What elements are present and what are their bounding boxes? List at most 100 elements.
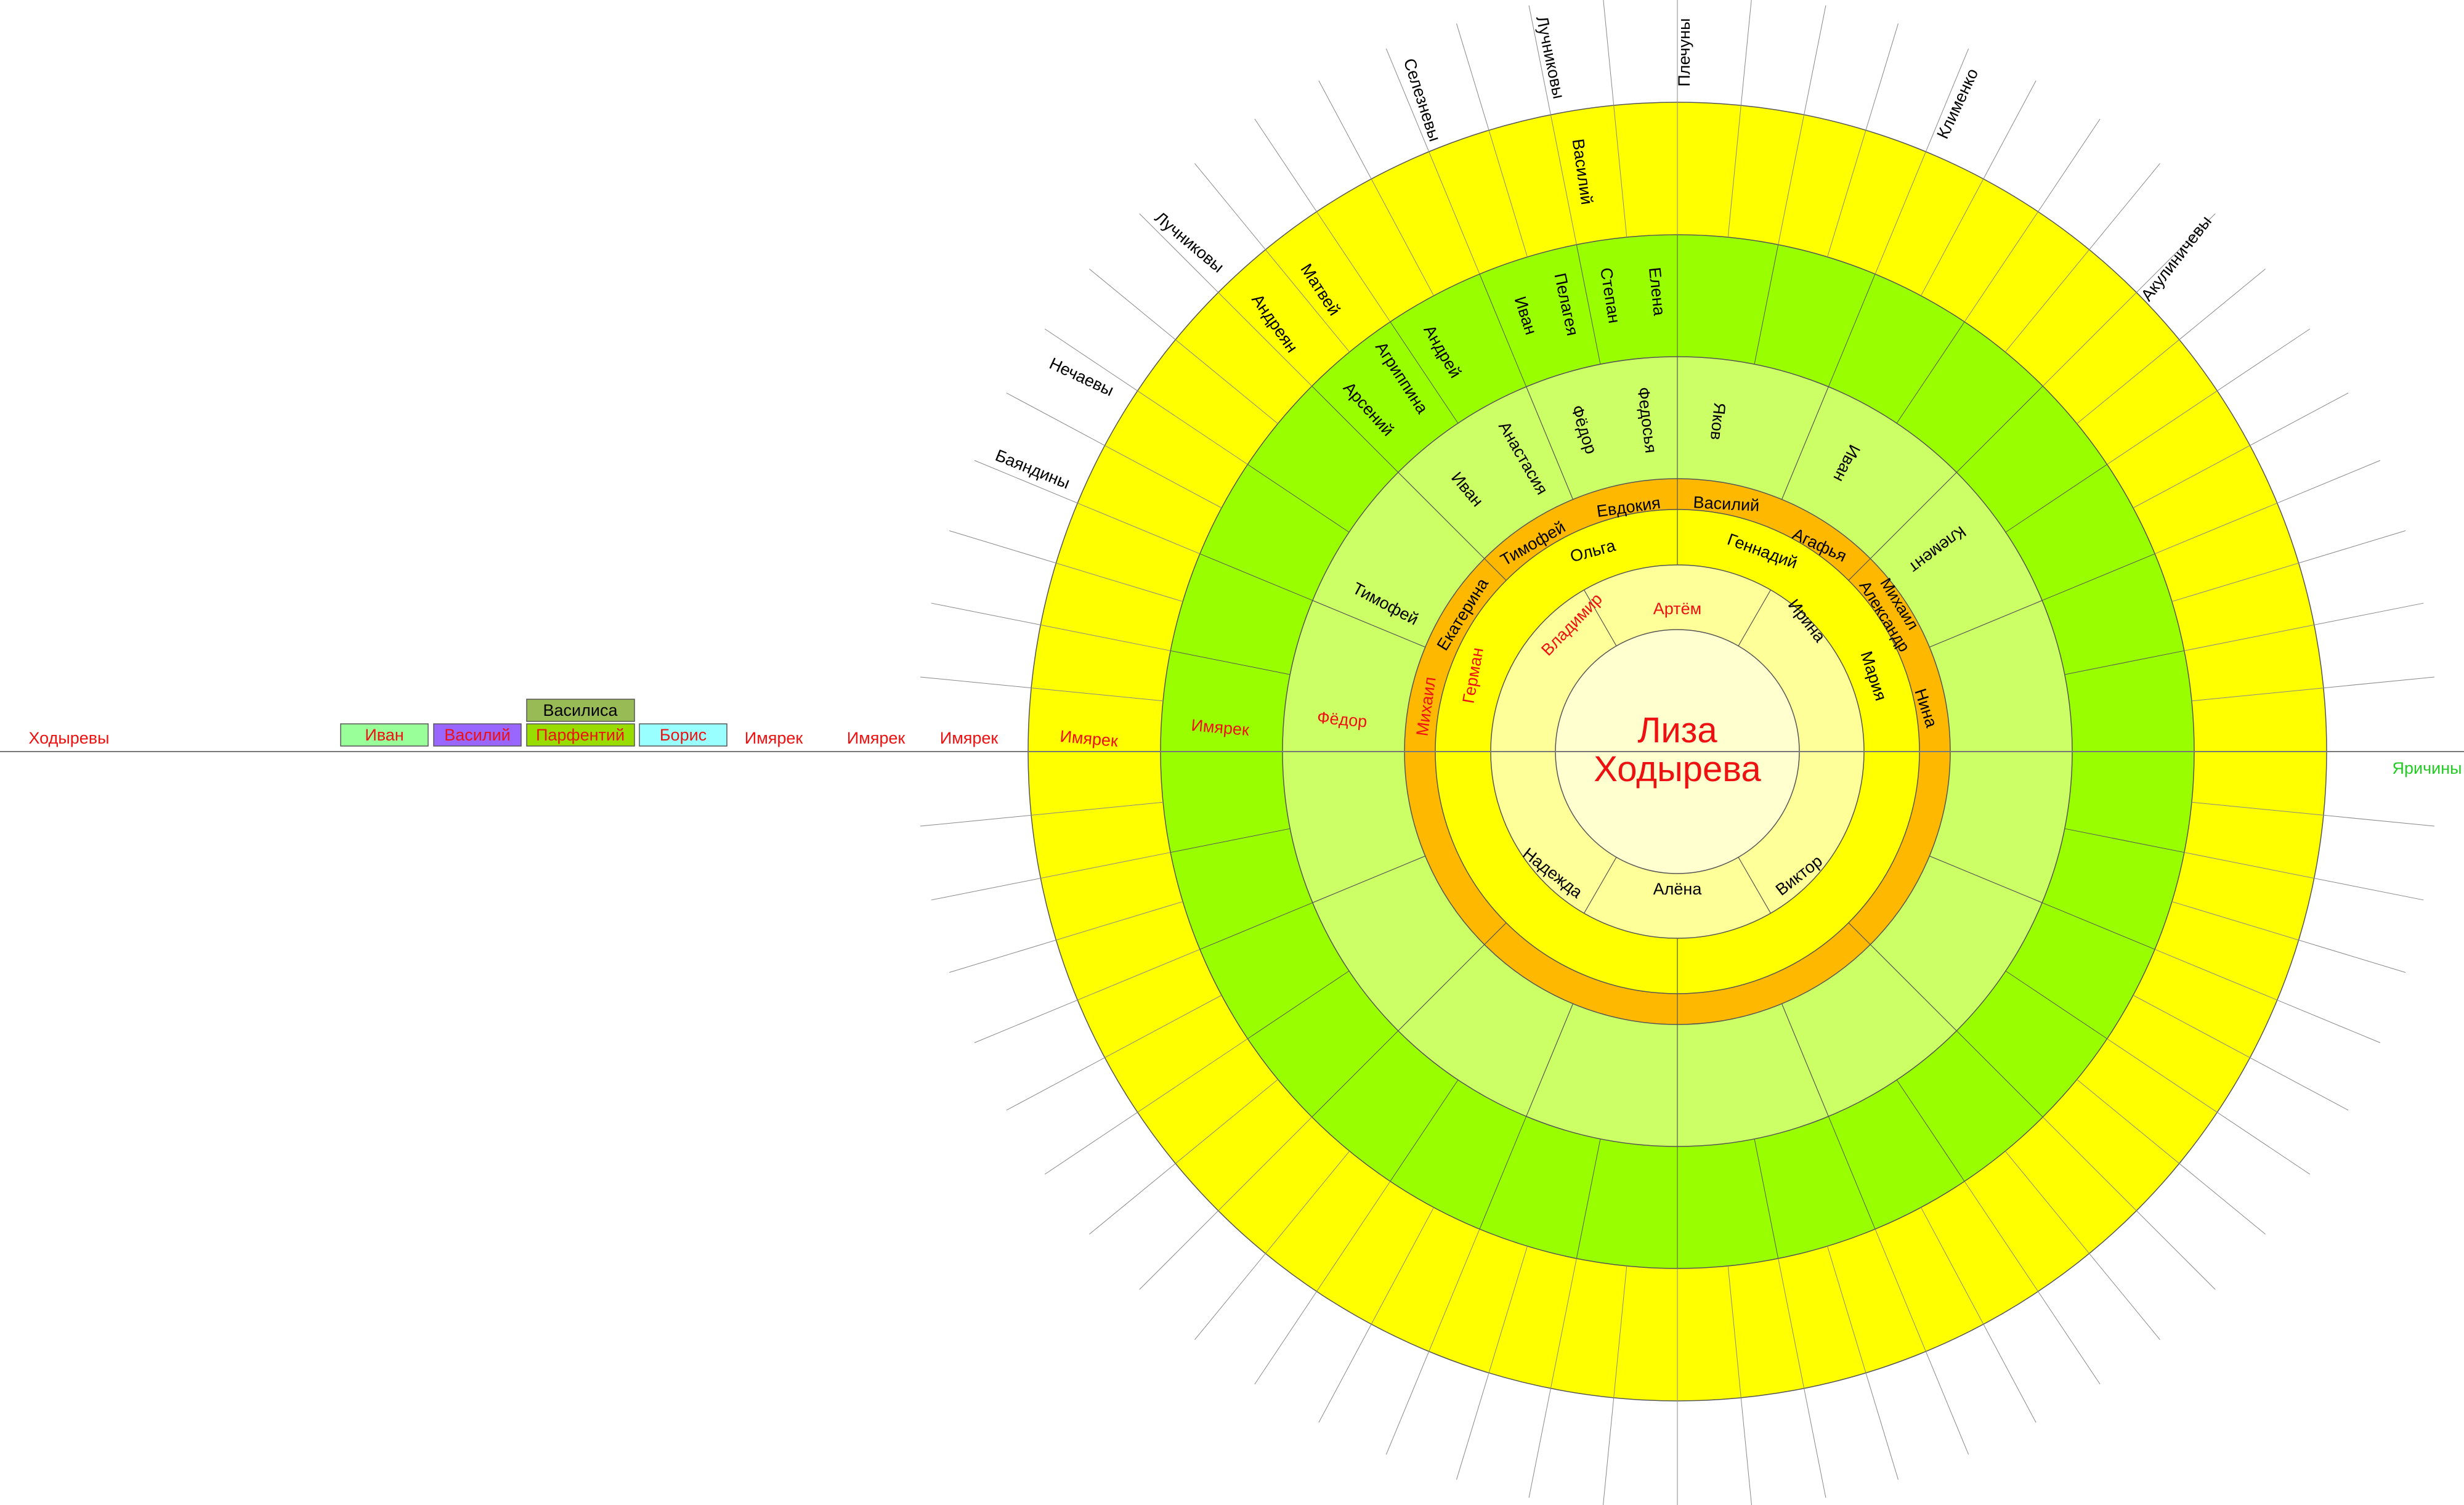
line-label: Имярек <box>847 729 906 747</box>
radial-divider <box>1479 1116 1527 1230</box>
radial-divider <box>1456 1246 1528 1480</box>
radial-divider <box>2042 1116 2216 1290</box>
radial-divider <box>1870 472 1957 559</box>
surname-label: Плечуны <box>1675 18 1693 86</box>
radial-divider <box>1006 995 1222 1111</box>
radial-divider <box>1254 1181 1391 1385</box>
radial-divider <box>1311 386 1399 473</box>
radial-divider <box>2042 553 2155 601</box>
radial-divider <box>1312 855 1425 903</box>
radial-divider <box>2107 328 2311 465</box>
radial-divider <box>1254 118 1391 322</box>
radial-divider <box>2154 949 2381 1044</box>
radial-divider <box>1044 328 1248 465</box>
radial-divider <box>2005 464 2107 533</box>
radial-divider <box>1603 1265 1627 1505</box>
radial-divider <box>1044 1038 1248 1175</box>
ring4-name: Фёдор <box>1316 708 1368 731</box>
radial-divider <box>1964 1181 2101 1385</box>
radial-divider <box>1528 1258 1577 1498</box>
radial-divider <box>1318 1207 1434 1423</box>
radial-divider <box>2133 995 2349 1111</box>
radial-divider <box>1828 1116 1876 1230</box>
radial-divider <box>1738 590 1772 646</box>
radial-divider <box>974 949 1201 1044</box>
radial-divider <box>974 460 1201 554</box>
radial-divider <box>1576 1138 1601 1259</box>
radial-divider <box>2077 269 2266 424</box>
legend-boxes: Иван Василий Парфентий Борис Василиса <box>340 699 727 747</box>
radial-divider <box>1526 1004 1574 1117</box>
center-name-line1: Лиза <box>1637 710 1717 750</box>
ring4-name: Яков <box>1707 402 1729 441</box>
legend-box-vasilisa: Василиса <box>526 699 635 722</box>
radial-divider <box>1828 274 1876 387</box>
radial-divider <box>1194 163 1350 352</box>
radial-divider <box>1848 922 1871 945</box>
legend-box-label: Василиса <box>543 701 618 720</box>
radial-divider <box>1964 118 2101 322</box>
radial-divider <box>2004 1151 2160 1340</box>
radial-divider <box>2064 650 2184 675</box>
radial-divider <box>1778 1258 1826 1498</box>
radial-divider <box>1526 386 1574 500</box>
ring1-name: Алёна <box>1653 880 1703 898</box>
radial-divider <box>1870 944 1957 1031</box>
radial-divider <box>2004 163 2160 352</box>
legend-box-label: Парфентий <box>536 726 625 744</box>
radial-divider <box>1827 1246 1899 1480</box>
radial-divider <box>2133 392 2349 508</box>
radial-divider <box>1778 5 1826 245</box>
radial-divider <box>2191 801 2435 827</box>
radial-divider <box>1874 1228 1969 1455</box>
radial-divider <box>1921 80 2036 296</box>
radial-divider <box>1006 392 1222 508</box>
ring1-name: Артём <box>1653 599 1701 618</box>
radial-divider <box>1781 1004 1829 1117</box>
radial-divider <box>2184 852 2424 901</box>
radial-divider <box>1312 600 1425 648</box>
radial-divider <box>1754 245 1779 365</box>
radial-divider <box>1247 464 1350 533</box>
line-label: Имярек <box>745 729 803 747</box>
radial-divider <box>1921 1207 2036 1423</box>
radial-divider <box>2042 902 2155 950</box>
legend-box-ivan: Иван <box>340 723 429 747</box>
radial-divider <box>1139 1116 1313 1290</box>
radial-divider <box>1603 0 1627 238</box>
radial-divider <box>1456 23 1528 258</box>
radial-divider <box>1848 558 1871 581</box>
radial-divider <box>1576 245 1601 365</box>
line-labels: Ходыревы Имярек Имярек Имярек <box>28 729 998 747</box>
radial-divider <box>1583 857 1617 914</box>
legend-box-label: Борис <box>660 726 707 744</box>
radial-divider <box>1089 269 1278 424</box>
radial-divider <box>1896 1079 1965 1182</box>
radial-divider <box>931 602 1171 651</box>
legend-box-parfenty: Парфентий <box>526 723 635 747</box>
radial-divider <box>1398 944 1485 1031</box>
radial-divider <box>2077 1079 2266 1235</box>
radial-divider <box>1194 1151 1350 1340</box>
radial-divider <box>920 801 1164 827</box>
legend-box-vasily: Василий <box>433 723 522 747</box>
radial-divider <box>1139 213 1313 387</box>
radial-divider <box>1484 922 1507 945</box>
radial-divider <box>1929 855 2043 903</box>
radial-divider <box>1385 48 1480 275</box>
radial-divider <box>2154 460 2381 554</box>
ring3-name: Василий <box>1693 493 1760 515</box>
radial-divider <box>1385 1228 1480 1455</box>
radial-divider <box>1089 1079 1278 1235</box>
radial-divider <box>920 676 1164 702</box>
radial-divider <box>1956 1030 2043 1118</box>
radial-divider <box>1727 0 1752 238</box>
radial-divider <box>1827 23 1899 258</box>
radial-divider <box>1311 1030 1399 1118</box>
line-label: Ходыревы <box>28 729 109 747</box>
radial-divider <box>2042 213 2216 387</box>
radial-divider <box>1896 322 1965 424</box>
line-label: Имярек <box>940 729 999 747</box>
radial-divider <box>1390 1079 1459 1182</box>
